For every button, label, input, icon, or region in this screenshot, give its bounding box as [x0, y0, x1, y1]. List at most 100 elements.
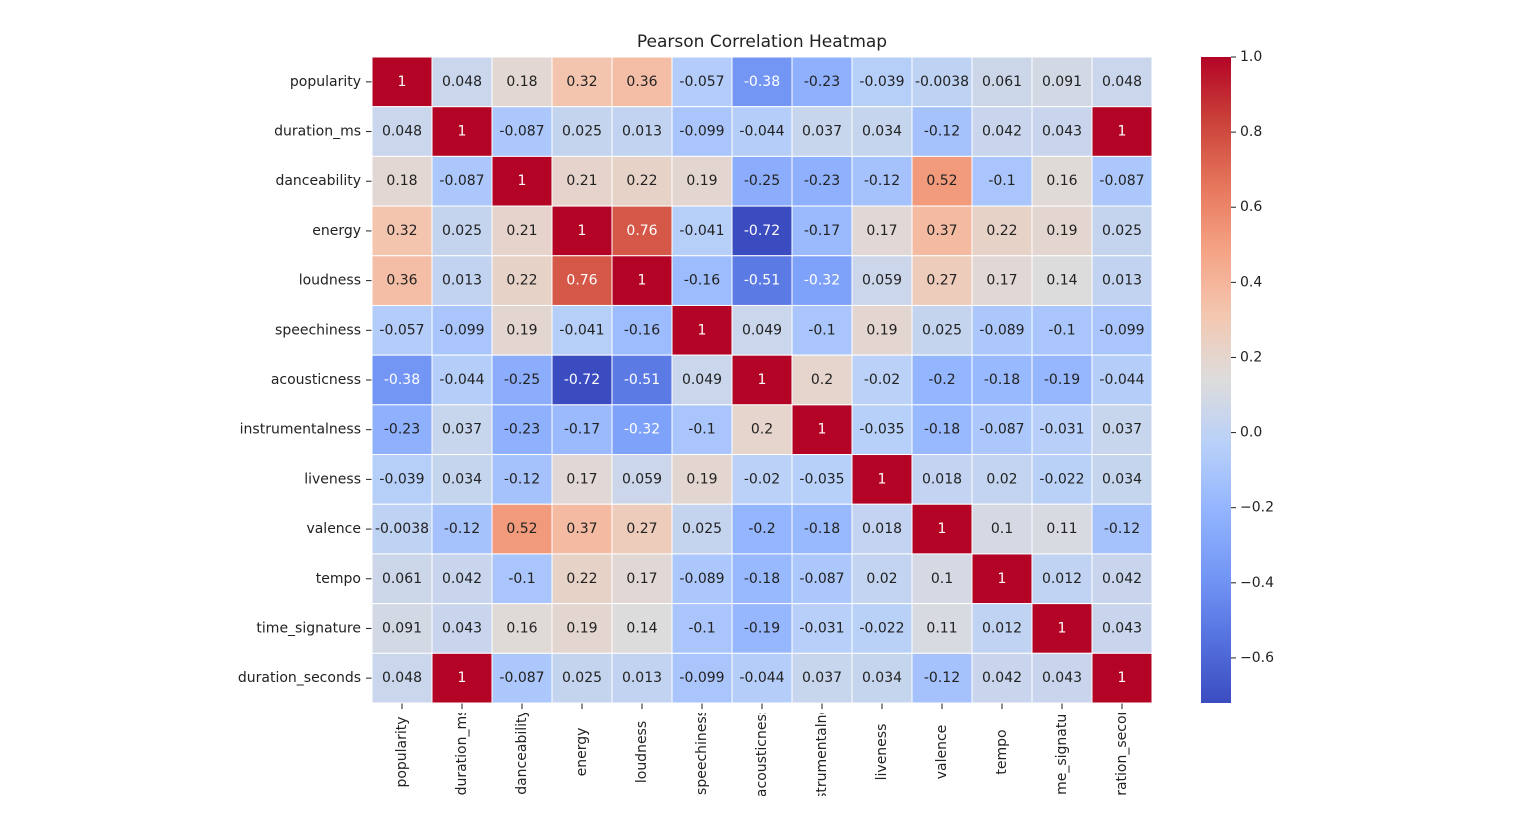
cell-label: 0.16	[1046, 173, 1077, 189]
heatmap-cell	[431, 155, 493, 207]
heatmap-cell	[1031, 56, 1093, 108]
colorbar-tick-label: 0.8	[1240, 124, 1262, 140]
cell-label: -0.19	[744, 620, 780, 636]
cell-label: -0.19	[1044, 372, 1080, 388]
heatmap-cell	[671, 56, 733, 108]
cell-label: -0.1	[1048, 322, 1075, 338]
cell-label: 0.034	[862, 670, 902, 686]
heatmap-cell	[371, 304, 433, 356]
cell-label: -0.32	[624, 422, 660, 438]
heatmap-cell	[971, 553, 1033, 605]
heatmap-cell	[971, 454, 1033, 505]
cell-label: -0.044	[1099, 372, 1144, 388]
cell-label: 0.32	[386, 223, 417, 239]
heatmap-cell	[671, 603, 733, 654]
cell-label: -0.16	[684, 273, 720, 289]
x-tick-label: valence	[934, 725, 950, 780]
cell-label: -0.23	[504, 422, 540, 438]
x-tick-label: danceability	[514, 709, 530, 795]
cell-label: -0.089	[679, 571, 724, 587]
cell-label: 0.11	[1046, 521, 1077, 537]
cell-label: -0.099	[439, 322, 484, 338]
x-tick-label: instrumentalness	[814, 691, 830, 812]
cell-label: 0.042	[982, 670, 1022, 686]
heatmap-cell	[971, 155, 1033, 207]
cell-label: 0.048	[1102, 74, 1142, 90]
cell-label: 0.22	[506, 273, 537, 289]
chart-title: Pearson Correlation Heatmap	[637, 32, 887, 52]
cell-label: 1	[758, 372, 767, 388]
heatmap-cell	[491, 454, 553, 505]
cell-label: -0.12	[924, 124, 960, 140]
heatmap-cell	[671, 155, 733, 207]
cell-label: -0.044	[739, 670, 784, 686]
heatmap-cell	[671, 652, 733, 704]
y-tick-label: danceability	[275, 173, 361, 189]
cell-label: -0.1	[988, 173, 1015, 189]
colorbar-tick-label: 0.6	[1240, 199, 1262, 215]
y-tick-label: time_signature	[256, 620, 361, 636]
cell-label: 0.013	[622, 670, 662, 686]
cell-label: -0.18	[744, 571, 780, 587]
cell-label: 0.034	[862, 124, 902, 140]
heatmap-cell	[791, 56, 853, 108]
cell-label: -0.17	[804, 223, 840, 239]
heatmap-cell	[1031, 652, 1093, 704]
cell-label: -0.25	[744, 173, 780, 189]
heatmap-cell	[911, 155, 973, 207]
cell-label: -0.022	[859, 620, 904, 636]
heatmap-cell	[491, 255, 553, 306]
heatmap-cell	[491, 304, 553, 356]
cell-label: 0.36	[626, 74, 657, 90]
heatmap-cell	[1091, 553, 1153, 605]
colorbar-tick-label: −0.4	[1240, 575, 1274, 591]
cell-label: 0.043	[1102, 620, 1142, 636]
cell-label: 0.27	[926, 273, 957, 289]
cell-label: 0.19	[686, 471, 717, 487]
cell-label: 1	[878, 471, 887, 487]
heatmap-cell	[971, 304, 1033, 356]
cell-label: -0.72	[744, 223, 780, 239]
heatmap-cell	[851, 155, 913, 207]
heatmap-cell	[371, 652, 433, 704]
y-tick-label: speechiness	[275, 322, 361, 338]
y-tick-label: duration_seconds	[238, 670, 361, 686]
heatmap-cell	[371, 603, 433, 654]
cell-label: -0.039	[379, 471, 424, 487]
cell-label: 0.02	[866, 571, 897, 587]
cell-label: 0.52	[506, 521, 537, 537]
heatmap-cell	[371, 255, 433, 306]
cell-label: 0.36	[386, 273, 417, 289]
cell-label: 0.17	[866, 223, 897, 239]
x-labels: popularity duration_ms danceability energy l…	[394, 691, 1130, 812]
cell-label: -0.1	[688, 422, 715, 438]
heatmap-cell	[551, 553, 613, 605]
heatmap-cell	[851, 553, 913, 605]
cell-label: 0.1	[991, 521, 1013, 537]
heatmap-cell	[1091, 503, 1153, 555]
heatmap-cell	[611, 454, 673, 505]
heatmap-cell	[1031, 106, 1093, 157]
x-tick-label: popularity	[394, 716, 410, 787]
cell-label: 0.025	[1102, 223, 1142, 239]
heatmap-cell	[971, 354, 1033, 406]
heatmap-cell	[851, 603, 913, 654]
heatmap-cell	[851, 454, 913, 505]
cell-label: -0.02	[744, 471, 780, 487]
heatmap-cell	[491, 205, 553, 257]
cell-label: -0.087	[499, 124, 544, 140]
heatmap-cell	[971, 652, 1033, 704]
cell-label: -0.02	[864, 372, 900, 388]
cell-label: -0.041	[679, 223, 724, 239]
heatmap-cell	[971, 205, 1033, 257]
x-tick-label: energy	[574, 728, 590, 777]
cell-label: 0.059	[862, 273, 902, 289]
colorbar-tick-label: 1.0	[1240, 49, 1262, 65]
cell-label: 0.52	[926, 173, 957, 189]
heatmap-cell	[1031, 603, 1093, 654]
x-tick-label: speechiness	[694, 709, 710, 795]
colorbar-tick-label: 0.0	[1240, 425, 1262, 441]
heatmap-cell	[1091, 454, 1153, 505]
cell-label: -0.1	[688, 620, 715, 636]
